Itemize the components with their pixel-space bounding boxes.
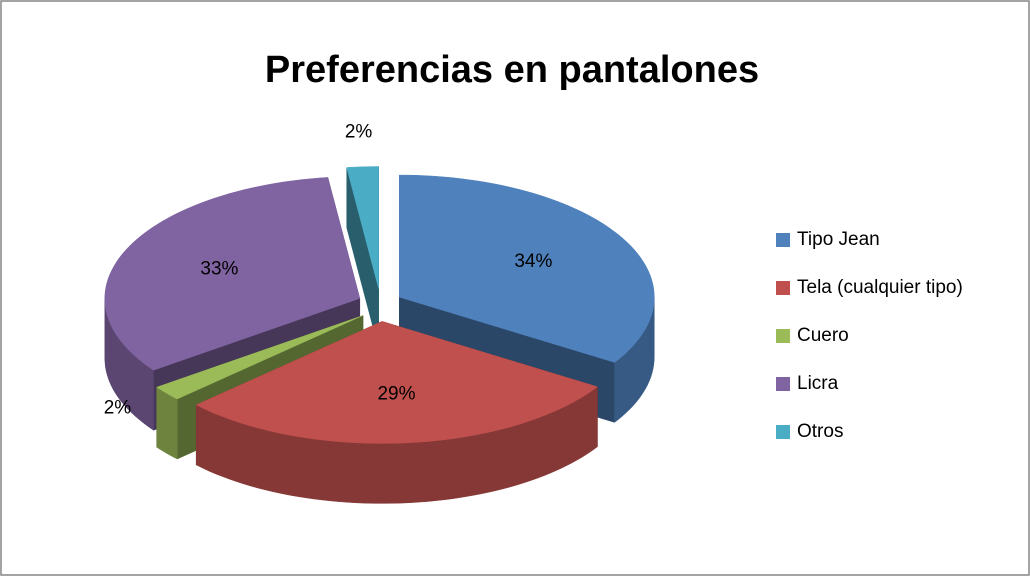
data-label: 2%	[104, 398, 132, 419]
slice	[195, 321, 598, 444]
legend-label: Licra	[797, 373, 839, 394]
slice-wall	[156, 386, 178, 460]
data-label: 29%	[377, 383, 415, 404]
legend-label: Tipo Jean	[797, 229, 880, 250]
legend-label: Cuero	[797, 325, 849, 346]
legend-label: Otros	[797, 421, 843, 442]
slice	[346, 166, 379, 289]
legend-swatch	[776, 377, 790, 391]
data-label: 33%	[200, 258, 238, 279]
legend-swatch	[776, 233, 790, 247]
chart-title: Preferencias en pantalones	[265, 49, 759, 91]
slice	[156, 315, 364, 400]
data-label: 34%	[514, 251, 552, 272]
slice	[104, 177, 361, 371]
legend-label: Tela (cualquier tipo)	[797, 277, 963, 298]
data-label: 2%	[345, 121, 373, 142]
legend-swatch	[776, 329, 790, 343]
legend-swatch	[776, 425, 790, 439]
legend-swatch	[776, 281, 790, 295]
slice	[399, 174, 655, 363]
